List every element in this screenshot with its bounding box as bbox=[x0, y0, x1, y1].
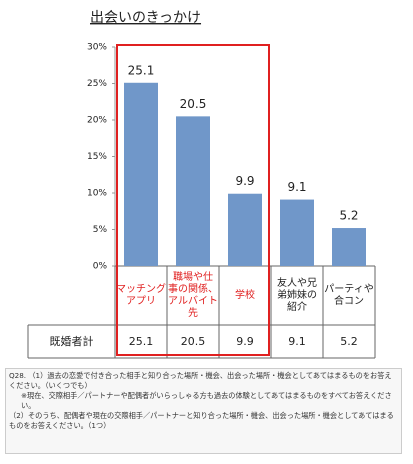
row-label: 既婚者計 bbox=[49, 334, 94, 348]
y-tick-label: 30% bbox=[87, 43, 107, 53]
table-value: 25.1 bbox=[128, 334, 154, 348]
footnote: Q28. （1）過去の恋愛で付き合った相手と知り合った場所・機会、出会った場所・… bbox=[5, 368, 402, 454]
category-label: 学校 bbox=[235, 289, 255, 301]
footnote-line: ※現在、交際相手／パートナーや配偶者がいらっしゃる方も過去の体験としてあてはまる… bbox=[21, 391, 392, 410]
value-label: 9.1 bbox=[287, 180, 306, 194]
table-value: 9.1 bbox=[288, 334, 306, 348]
category-label: 友人や兄 弟姉妹の 紹介 bbox=[277, 277, 317, 313]
category-label: 職場や仕 事の関係、 アルバイト 先 bbox=[168, 271, 218, 319]
bar bbox=[332, 228, 366, 266]
value-label: 5.2 bbox=[339, 209, 358, 223]
value-label: 20.5 bbox=[180, 97, 207, 111]
y-tick-label: 10% bbox=[87, 189, 107, 199]
y-tick-label: 25% bbox=[87, 79, 107, 89]
bar bbox=[280, 199, 314, 266]
footnote-line: Q28. （1）過去の恋愛で付き合った相手と知り合った場所・機会、出会った場所・… bbox=[9, 371, 392, 390]
table-value: 9.9 bbox=[236, 334, 254, 348]
value-label: 9.9 bbox=[235, 174, 254, 188]
bar bbox=[124, 82, 158, 267]
y-tick-label: 5% bbox=[93, 225, 108, 235]
footnote-line: （2）そのうち、配偶者や現在の交際相手／パートナーと知り合った場所・機会、出会っ… bbox=[9, 411, 394, 430]
y-tick-label: 20% bbox=[87, 116, 107, 126]
bar bbox=[228, 193, 262, 266]
chart-title: 出会いのきっかけ bbox=[90, 10, 201, 26]
bar bbox=[176, 116, 210, 266]
table-value: 5.2 bbox=[340, 334, 358, 348]
category-label: マッチング アプリ bbox=[116, 283, 166, 307]
category-label: パーティや 合コン bbox=[324, 283, 374, 307]
value-label: 25.1 bbox=[128, 63, 155, 77]
y-tick-label: 15% bbox=[87, 152, 107, 162]
y-tick-label: 0% bbox=[93, 262, 108, 272]
table-value: 20.5 bbox=[180, 334, 206, 348]
highlight-box bbox=[116, 44, 270, 356]
